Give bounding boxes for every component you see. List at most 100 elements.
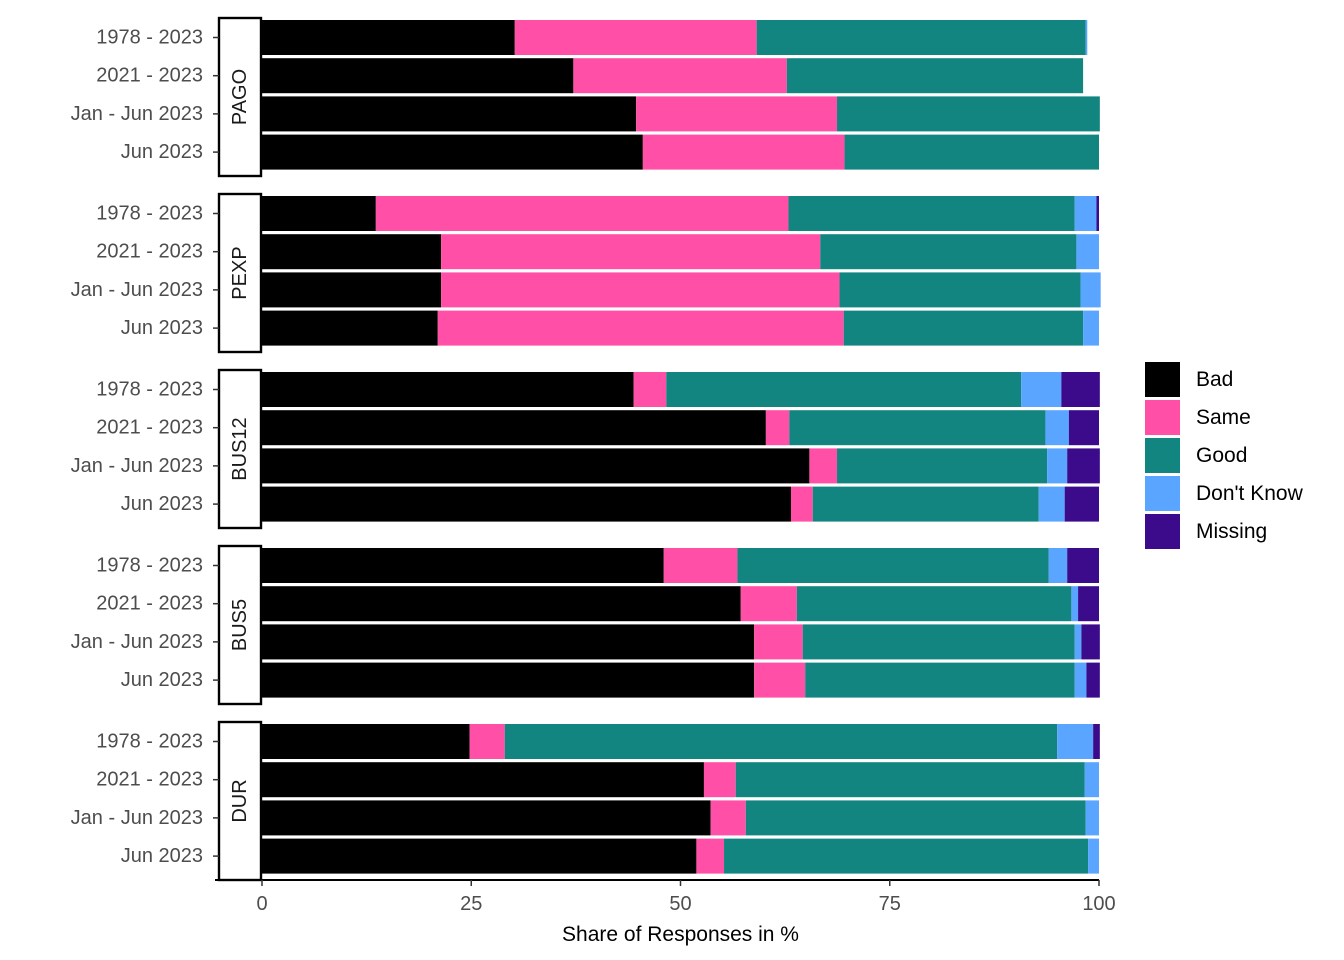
bar-row	[262, 486, 1099, 522]
bar-segment-good	[666, 372, 1022, 407]
bar-segment-good	[745, 800, 1086, 836]
bar-row	[262, 624, 1100, 660]
bar-segment-don-t-know	[1088, 838, 1099, 874]
facet-strip	[217, 16, 263, 178]
bar-segment-missing	[1078, 586, 1099, 622]
bar-segment-same	[790, 486, 813, 522]
bar-segment-same	[441, 234, 821, 270]
bar-segment-good	[737, 548, 1049, 583]
bar-segment-good	[837, 448, 1048, 484]
bar-segment-bad	[262, 724, 470, 759]
legend-swatch	[1145, 362, 1180, 397]
x-axis-title: Share of Responses in %	[562, 923, 799, 946]
plot-area: PAGO PEXP BUS12 BUS5 DUR	[217, 16, 1101, 882]
facet-pago: PAGO	[217, 16, 1100, 178]
bar-row	[262, 58, 1084, 94]
bar-segment-good	[805, 662, 1075, 698]
y-tick-label: Jun 2023	[121, 141, 203, 163]
bar-segment-good	[724, 838, 1089, 874]
bar-segment-bad	[262, 310, 438, 346]
legend-swatch	[1145, 514, 1180, 549]
facet-strip	[217, 192, 263, 354]
facet-strip-label: BUS12	[229, 417, 251, 480]
bar-row	[262, 548, 1099, 583]
bar-segment-don-t-know	[1047, 448, 1068, 484]
bar-segment-bad	[262, 372, 634, 407]
bar-segment-don-t-know	[1085, 20, 1088, 55]
bar-segment-don-t-know	[1080, 272, 1101, 308]
bar-segment-don-t-know	[1021, 372, 1062, 407]
bar-segment-same	[437, 310, 844, 346]
facet-strip	[217, 368, 263, 530]
bar-segment-bad	[262, 58, 574, 94]
y-tick-label: 2021 - 2023	[96, 593, 203, 615]
bar-row	[262, 662, 1100, 698]
legend-swatch	[1145, 438, 1180, 473]
bar-row	[262, 838, 1099, 874]
x-tick-label: 0	[256, 893, 267, 915]
y-axis: 1978 - 2023 2021 - 2023 Jan - Jun 2023 Jun …	[71, 27, 219, 867]
x-tick-label: 50	[669, 893, 691, 915]
y-tick-label: Jun 2023	[121, 845, 203, 867]
legend-swatch	[1145, 400, 1180, 435]
bar-segment-don-t-know	[1084, 762, 1099, 798]
bar-row	[262, 134, 1099, 170]
bar-segment-don-t-know	[1048, 548, 1068, 583]
y-tick-label: Jan - Jun 2023	[71, 807, 203, 829]
legend-label: Good	[1196, 444, 1247, 467]
bar-segment-don-t-know	[1038, 486, 1065, 522]
bar-row	[262, 586, 1099, 622]
bar-row	[262, 196, 1099, 231]
bar-segment-good	[820, 234, 1077, 270]
bar-segment-good	[844, 134, 1099, 170]
y-tick-label: 2021 - 2023	[96, 241, 203, 263]
bar-row	[262, 800, 1099, 836]
legend-item: Good	[1145, 438, 1247, 473]
legend-item: Don't Know	[1145, 476, 1304, 511]
y-tick-label: Jan - Jun 2023	[71, 103, 203, 125]
bar-segment-good	[789, 410, 1046, 446]
bar-segment-same	[765, 410, 790, 446]
bar-segment-bad	[262, 762, 704, 798]
y-tick-label: 2021 - 2023	[96, 769, 203, 791]
bar-segment-good	[735, 762, 1085, 798]
bar-segment-missing	[1067, 448, 1100, 484]
bar-segment-same	[809, 448, 838, 484]
facet-pexp: PEXP	[217, 192, 1101, 354]
bar-segment-bad	[262, 20, 515, 55]
bar-segment-same	[740, 586, 797, 622]
facet-strip-label: PEXP	[229, 246, 251, 299]
bar-segment-bad	[262, 838, 697, 874]
y-tick-label: Jun 2023	[121, 317, 203, 339]
bar-segment-missing	[1064, 486, 1099, 522]
x-axis: 0 25 50 75 100	[215, 879, 1116, 915]
bar-row	[262, 762, 1099, 798]
bar-segment-same	[696, 838, 725, 874]
bar-segment-good	[504, 724, 1058, 759]
bar-segment-same	[441, 272, 840, 308]
bar-row	[262, 96, 1100, 132]
bar-segment-good	[788, 196, 1075, 231]
bar-segment-missing	[1061, 372, 1100, 407]
bar-segment-same	[754, 662, 806, 698]
bar-segment-same	[663, 548, 738, 583]
bar-segment-bad	[262, 662, 755, 698]
x-tick-label: 25	[460, 893, 482, 915]
bar-segment-missing	[1081, 624, 1100, 660]
bar-segment-good	[802, 624, 1075, 660]
legend: Bad Same Good Don't Know Missing	[1145, 362, 1304, 549]
bar-segment-good	[837, 96, 1100, 132]
y-tick-label: Jan - Jun 2023	[71, 455, 203, 477]
legend-swatch	[1145, 476, 1180, 511]
bar-row	[262, 410, 1099, 446]
bar-segment-bad	[262, 96, 637, 132]
y-tick-label: 1978 - 2023	[96, 731, 203, 753]
bar-segment-bad	[262, 234, 442, 270]
bar-segment-same	[703, 762, 736, 798]
bar-segment-missing	[1068, 410, 1099, 446]
facet-bus5: BUS5	[217, 544, 1100, 706]
bar-segment-bad	[262, 624, 755, 660]
bar-segment-don-t-know	[1045, 410, 1069, 446]
facet-bus12: BUS12	[217, 368, 1100, 530]
bar-row	[262, 448, 1100, 484]
